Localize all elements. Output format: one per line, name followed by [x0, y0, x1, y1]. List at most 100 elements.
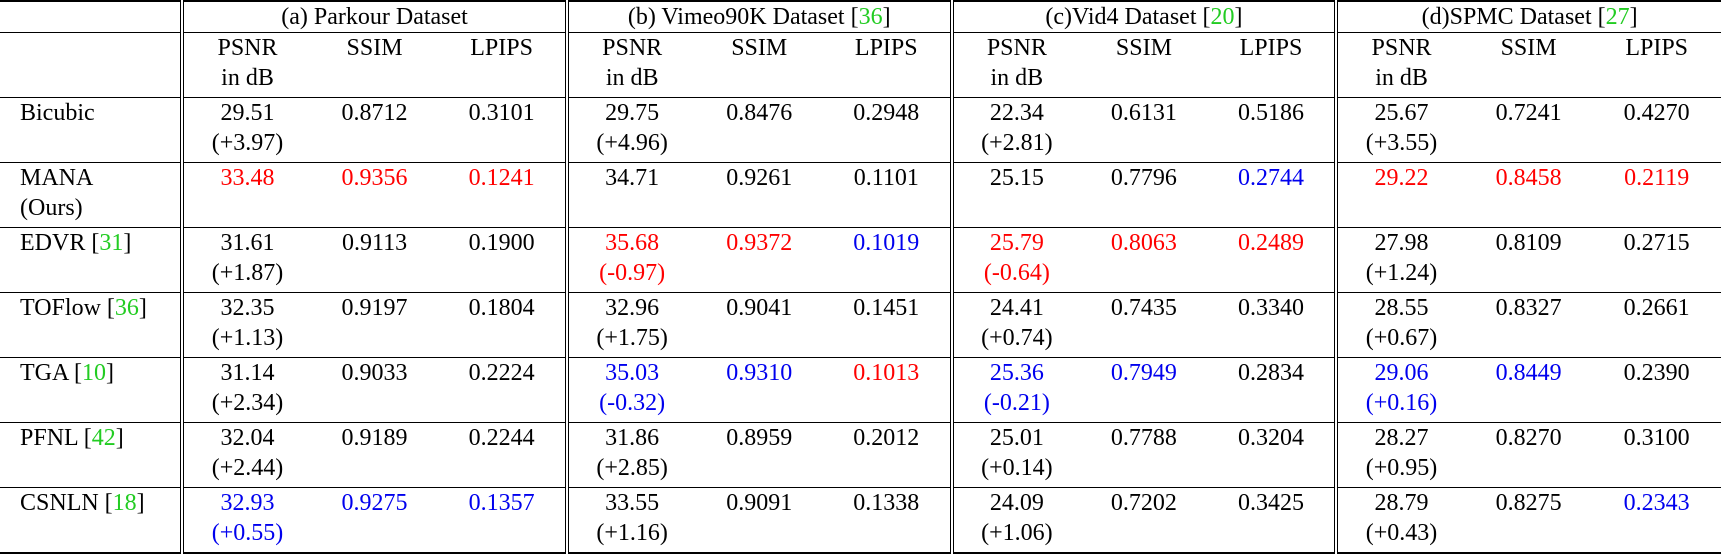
- metric-value-cell: 0.8327: [1464, 292, 1593, 358]
- citation-number: 10: [82, 360, 106, 386]
- metric-value-cell: 33.48: [180, 162, 311, 228]
- metric-value-cell: 28.27 (+0.95): [1334, 422, 1465, 488]
- metric-delta: (-0.97): [599, 260, 666, 286]
- method-name-cell: CSNLN [18]: [0, 487, 183, 554]
- metric-value: 0.9372: [726, 230, 793, 256]
- metric-value: 24.41: [989, 295, 1044, 321]
- metric-value: 28.27: [1374, 425, 1429, 451]
- method-name-cell: TGA [10]: [0, 357, 183, 423]
- metric-label: LPIPS: [854, 35, 918, 61]
- metric-value: 0.9041: [726, 295, 793, 321]
- metric-delta: (+2.81): [981, 130, 1053, 156]
- metric-value-cell: 0.8476: [695, 97, 823, 163]
- metric-delta: (+1.16): [596, 520, 668, 546]
- metric-value: 29.51: [220, 100, 275, 126]
- metric-value: 0.8476: [726, 100, 793, 126]
- metric-value-cell: 0.7796: [1080, 162, 1208, 228]
- metric-delta: (+1.75): [596, 325, 668, 351]
- metric-label: PSNR: [217, 35, 278, 61]
- metric-delta: (+0.14): [981, 455, 1053, 481]
- metric-value: 25.79: [989, 230, 1044, 256]
- corner-cell: [0, 0, 183, 33]
- metric-value-cell: 0.1900: [438, 227, 567, 293]
- metric-label: PSNR: [602, 35, 663, 61]
- metric-value-cell: 0.2119: [1592, 162, 1721, 228]
- metric-value-cell: 0.1804: [438, 292, 567, 358]
- metric-value-cell: 25.79 (-0.64): [949, 227, 1081, 293]
- metric-value-cell: 31.14 (+2.34): [180, 357, 311, 423]
- metric-delta: (+0.16): [1365, 390, 1438, 416]
- metric-delta: (+1.13): [211, 325, 284, 351]
- metric-value-cell: 0.9033: [310, 357, 439, 423]
- metric-value: 28.55: [1374, 295, 1429, 321]
- metric-delta: (+0.95): [1365, 455, 1438, 481]
- metric-value: 25.67: [1374, 100, 1429, 126]
- metric-value-cell: 0.2834: [1207, 357, 1337, 423]
- metric-value: 0.3204: [1237, 425, 1304, 451]
- metric-value: 0.2715: [1623, 230, 1690, 256]
- metric-value-cell: 32.04 (+2.44): [180, 422, 311, 488]
- metric-delta: (-0.21): [983, 390, 1050, 416]
- metric-value: 0.2390: [1623, 360, 1690, 386]
- citation-number: 42: [91, 425, 116, 451]
- metric-value-cell: 0.8712: [310, 97, 439, 163]
- metric-value-cell: 0.2224: [438, 357, 567, 423]
- metric-value-cell: 0.3101: [438, 97, 567, 163]
- metric-value: 33.55: [605, 490, 660, 516]
- metric-header-lpips: LPIPS: [1592, 32, 1721, 98]
- metric-value: 0.7949: [1110, 360, 1177, 386]
- metric-value-cell: 0.3425: [1207, 487, 1337, 554]
- metric-value: 22.34: [989, 100, 1044, 126]
- metric-value-cell: 0.8275: [1464, 487, 1593, 554]
- metric-value: 0.8270: [1495, 425, 1562, 451]
- metric-label: LPIPS: [1239, 35, 1303, 61]
- metric-unit: in dB: [605, 65, 659, 91]
- metric-value: 0.2224: [468, 360, 535, 386]
- metric-delta: (+3.97): [211, 130, 284, 156]
- metric-value-cell: 0.1019: [823, 227, 952, 293]
- citation-bracket: ]: [115, 425, 124, 451]
- metric-value-cell: 0.8109: [1464, 227, 1593, 293]
- metric-label: SSIM: [1115, 35, 1172, 61]
- citation-bracket: ]: [138, 295, 147, 321]
- metric-value: 0.5186: [1237, 100, 1304, 126]
- metric-header-psnr: PSNR in dB: [949, 32, 1081, 98]
- metric-value: 0.8449: [1495, 360, 1562, 386]
- metric-delta: (+1.87): [211, 260, 284, 286]
- metric-value: 0.8458: [1495, 165, 1562, 191]
- metric-header-lpips: LPIPS: [438, 32, 567, 98]
- metric-value-cell: 32.96 (+1.75): [564, 292, 696, 358]
- metric-value: 0.9275: [341, 490, 408, 516]
- metric-value-cell: 0.9275: [310, 487, 439, 554]
- metric-value: 0.2661: [1623, 295, 1690, 321]
- metric-delta: (+1.24): [1365, 260, 1438, 286]
- metric-value-cell: 29.75 (+4.96): [564, 97, 696, 163]
- citation-number: 31: [99, 230, 124, 256]
- metric-value-cell: 32.35 (+1.13): [180, 292, 311, 358]
- method-name: PFNL [: [20, 425, 92, 451]
- metric-value-cell: 35.68 (-0.97): [564, 227, 696, 293]
- metric-label: SSIM: [731, 35, 788, 61]
- citation-bracket: ]: [1629, 4, 1638, 30]
- metric-delta: (+1.06): [981, 520, 1053, 546]
- metric-label: PSNR: [1371, 35, 1432, 61]
- metric-value: 32.04: [220, 425, 275, 451]
- metric-header-psnr: PSNR in dB: [564, 32, 696, 98]
- metric-value: 0.3425: [1237, 490, 1304, 516]
- metric-label: LPIPS: [1625, 35, 1689, 61]
- metric-value-cell: 0.1338: [823, 487, 952, 554]
- metric-value-cell: 0.9189: [310, 422, 439, 488]
- metric-label: SSIM: [346, 35, 403, 61]
- metric-value: 0.2744: [1237, 165, 1304, 191]
- metric-value-cell: 0.1013: [823, 357, 952, 423]
- metric-value-cell: 0.7241: [1464, 97, 1593, 163]
- metric-value: 0.7435: [1110, 295, 1177, 321]
- metric-value-cell: 29.51 (+3.97): [180, 97, 311, 163]
- metric-value-cell: 0.2012: [823, 422, 952, 488]
- metric-header-lpips: LPIPS: [1207, 32, 1337, 98]
- table-row: MANA (Ours) 33.48 0.9356 0.1241 34.71 0.9261 0.…: [0, 162, 1721, 228]
- metric-value-cell: 0.8449: [1464, 357, 1593, 423]
- metric-value: 0.8712: [341, 100, 408, 126]
- metric-value-cell: 0.8458: [1464, 162, 1593, 228]
- metric-value: 0.2343: [1623, 490, 1690, 516]
